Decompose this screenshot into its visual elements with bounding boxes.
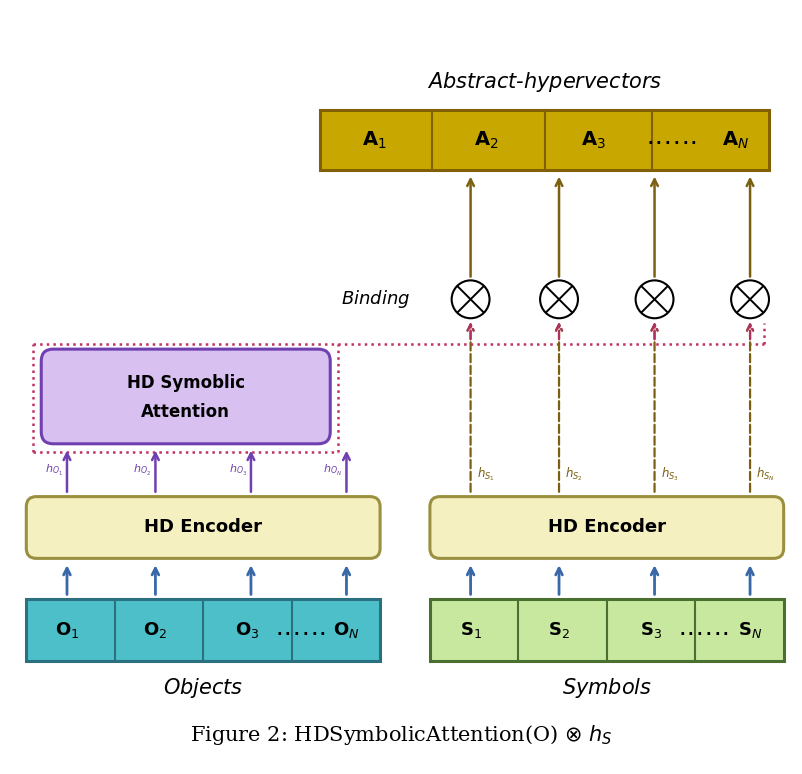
Text: Figure 2: HDSymbolicAttention(O) $\otimes$ $h_S$: Figure 2: HDSymbolicAttention(O) $\otime… [190, 723, 612, 747]
Text: $\mathbf{......}$: $\mathbf{......}$ [647, 132, 697, 147]
Text: HD Encoder: HD Encoder [144, 519, 262, 536]
Text: $\mathbf{S}_1$: $\mathbf{S}_1$ [460, 620, 481, 640]
Text: $h_{S_2}$: $h_{S_2}$ [565, 466, 583, 484]
Text: $\mathbf{A}_1$: $\mathbf{A}_1$ [362, 129, 387, 150]
Text: $\it{Objects}$: $\it{Objects}$ [163, 676, 243, 700]
Text: $h_{O_N}$: $h_{O_N}$ [323, 463, 342, 478]
Text: $\mathbf{S}_N$: $\mathbf{S}_N$ [738, 620, 762, 640]
Text: $\mathbf{O}_1$: $\mathbf{O}_1$ [55, 620, 79, 640]
Text: $\mathbf{O}_N$: $\mathbf{O}_N$ [333, 620, 360, 640]
Text: $h_{S_3}$: $h_{S_3}$ [661, 466, 678, 484]
Text: $\mathbf{A}_3$: $\mathbf{A}_3$ [581, 129, 606, 150]
Text: $\mathbf{O}_3$: $\mathbf{O}_3$ [235, 620, 260, 640]
Text: $\mathbf{S}_3$: $\mathbf{S}_3$ [640, 620, 662, 640]
FancyBboxPatch shape [26, 497, 380, 558]
FancyBboxPatch shape [41, 349, 330, 444]
Text: HD Encoder: HD Encoder [548, 519, 666, 536]
Bar [320, 110, 769, 170]
Text: $\mathbf{O}_2$: $\mathbf{O}_2$ [144, 620, 168, 640]
Bar [430, 599, 784, 661]
Text: HD Symoblic: HD Symoblic [127, 374, 245, 392]
Text: $\mathbf{S}_2$: $\mathbf{S}_2$ [548, 620, 570, 640]
Text: $h_{O_2}$: $h_{O_2}$ [133, 463, 152, 478]
Text: $\mathbf{A}_N$: $\mathbf{A}_N$ [722, 129, 748, 150]
Bar [26, 599, 380, 661]
Text: $\it{Symbols}$: $\it{Symbols}$ [561, 676, 652, 700]
FancyBboxPatch shape [430, 497, 784, 558]
Text: $\mathbf{A}_2$: $\mathbf{A}_2$ [474, 129, 499, 150]
Text: $\it{Binding}$: $\it{Binding}$ [342, 289, 411, 310]
Text: $h_{S_1}$: $h_{S_1}$ [476, 466, 494, 484]
Text: Attention: Attention [141, 403, 230, 421]
Text: $h_{O_1}$: $h_{O_1}$ [45, 463, 63, 478]
Text: $h_{O_3}$: $h_{O_3}$ [229, 463, 247, 478]
Text: $h_{S_N}$: $h_{S_N}$ [756, 466, 775, 484]
Text: $\mathbf{......}$: $\mathbf{......}$ [679, 622, 729, 638]
Text: $\mathbf{......}$: $\mathbf{......}$ [276, 622, 326, 638]
Text: $\mathit{Abstract}$-$\mathit{hypervectors}$: $\mathit{Abstract}$-$\mathit{hypervector… [427, 70, 662, 94]
